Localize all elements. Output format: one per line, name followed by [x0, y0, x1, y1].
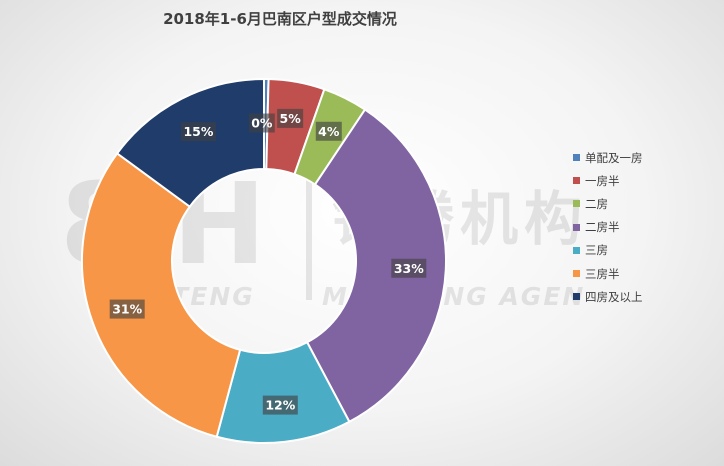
legend-item-2: 一房半: [573, 169, 713, 192]
legend-label: 三房半: [585, 266, 620, 281]
data-label-text: 33%: [394, 261, 424, 276]
legend-item-5: 三房: [573, 239, 713, 262]
data-label-text: 31%: [112, 302, 142, 317]
data-label-2: 5%: [277, 108, 304, 128]
data-label-4: 33%: [391, 258, 427, 278]
legend-swatch: [573, 223, 580, 231]
data-label-text: 0%: [251, 116, 273, 131]
legend-item-7: 四房及以上: [573, 285, 713, 308]
data-label-text: 12%: [265, 398, 295, 413]
legend-item-1: 单配及一房: [573, 146, 713, 169]
chart-legend: 单配及一房一房半二房二房半三房三房半四房及以上: [573, 146, 713, 308]
data-label-box: [391, 258, 427, 278]
legend-label: 四房及以上: [585, 289, 643, 304]
legend-swatch: [573, 246, 580, 254]
data-label-box: [248, 113, 275, 133]
legend-item-6: 三房半: [573, 262, 713, 285]
legend-label: 一房半: [585, 173, 620, 188]
legend-label: 二房半: [585, 220, 620, 235]
donut-slice-7: [115, 77, 265, 209]
data-label-box: [109, 299, 145, 319]
legend-swatch: [573, 200, 580, 208]
data-label-1: 0%: [248, 113, 275, 133]
data-label-6: 31%: [109, 299, 145, 319]
data-label-text: 15%: [183, 124, 213, 139]
data-label-7: 15%: [180, 122, 216, 142]
data-label-box: [277, 108, 304, 128]
legend-item-3: 二房: [573, 192, 713, 215]
legend-label: 二房: [585, 196, 608, 211]
legend-swatch: [573, 154, 580, 162]
donut-slice-4: [305, 108, 447, 424]
data-label-text: 5%: [280, 111, 302, 126]
data-label-box: [315, 121, 342, 141]
legend-swatch: [573, 293, 580, 301]
data-label-3: 4%: [315, 121, 342, 141]
legend-label: 单配及一房: [585, 150, 643, 165]
data-label-5: 12%: [262, 395, 298, 415]
data-label-box: [262, 395, 298, 415]
data-label-box: [180, 122, 216, 142]
legend-swatch: [573, 177, 580, 185]
legend-label: 三房: [585, 243, 608, 258]
data-label-text: 4%: [318, 124, 340, 139]
legend-swatch: [573, 270, 580, 278]
chart-title: 2018年1-6月巴南区户型成交情况: [163, 10, 397, 28]
legend-item-4: 二房半: [573, 216, 713, 239]
donut-slice-6: [81, 152, 242, 438]
